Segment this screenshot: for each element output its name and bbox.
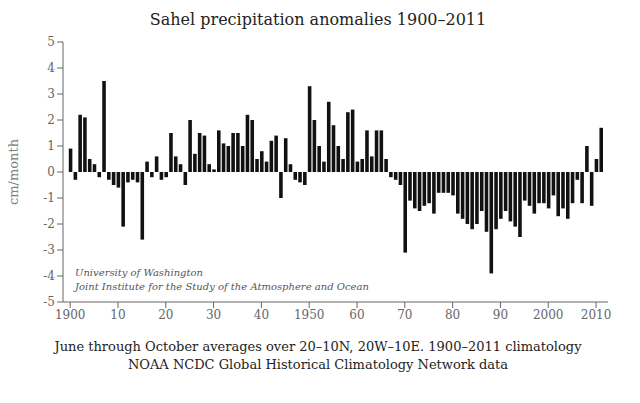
svg-text:3: 3	[47, 87, 55, 101]
svg-text:80: 80	[445, 308, 460, 322]
svg-text:-5: -5	[43, 295, 55, 309]
svg-text:60: 60	[349, 308, 364, 322]
html-text:University of Washington: University of Washington	[75, 267, 203, 278]
svg-text:90: 90	[493, 308, 508, 322]
svg-text:4: 4	[47, 61, 55, 75]
html-text:June through October averages: June through October averages over 20–10…	[54, 339, 582, 354]
svg-text:2000: 2000	[533, 308, 564, 322]
svg-text:1900: 1900	[55, 308, 86, 322]
svg-text:-1: -1	[43, 191, 55, 205]
svg-text:-3: -3	[43, 243, 55, 257]
svg-text:10: 10	[110, 308, 125, 322]
svg-text:40: 40	[254, 308, 269, 322]
svg-text:2010: 2010	[581, 308, 612, 322]
svg-text:1: 1	[47, 139, 55, 153]
html-text:Sahel precipitation anomalies: Sahel precipitation anomalies 1900–2011	[149, 10, 487, 29]
svg-text:30: 30	[206, 308, 221, 322]
svg-text:20: 20	[158, 308, 173, 322]
svg-text:70: 70	[397, 308, 412, 322]
svg-text:5: 5	[47, 35, 55, 49]
svg-text:-2: -2	[43, 217, 55, 231]
html-text:Joint Institute for the Study: Joint Institute for the Study of the Atm…	[75, 281, 369, 292]
html-text:NOAA NCDC Global Historical Cl: NOAA NCDC Global Historical Climatology …	[127, 357, 508, 372]
svg-text:cm/month: cm/month	[8, 138, 21, 205]
svg-text:2: 2	[47, 113, 55, 127]
svg-text:1950: 1950	[294, 308, 325, 322]
svg-text:0: 0	[47, 165, 55, 179]
svg-text:-4: -4	[43, 269, 55, 283]
